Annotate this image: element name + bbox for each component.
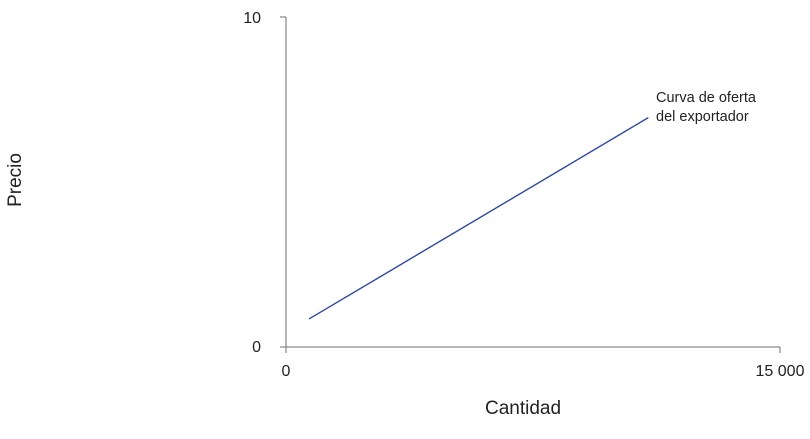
plot-area: 0 15 000 0 10 Curva de oferta del export… [243, 10, 804, 380]
supply-curve-label-line-2: del exportador [656, 109, 749, 125]
x-axis-title: Cantidad [485, 398, 561, 419]
x-tick-label-15000: 15 000 [756, 363, 805, 380]
supply-curve-label: Curva de oferta del exportador [656, 90, 760, 125]
y-tick-label-10: 10 [243, 10, 261, 27]
supply-curve-label-line-1: Curva de oferta [656, 90, 757, 106]
y-axis-title: Precio [5, 153, 26, 207]
y-tick-label-0: 0 [252, 339, 261, 356]
supply-curve-line [308, 117, 649, 320]
x-tick-label-0: 0 [282, 363, 291, 380]
